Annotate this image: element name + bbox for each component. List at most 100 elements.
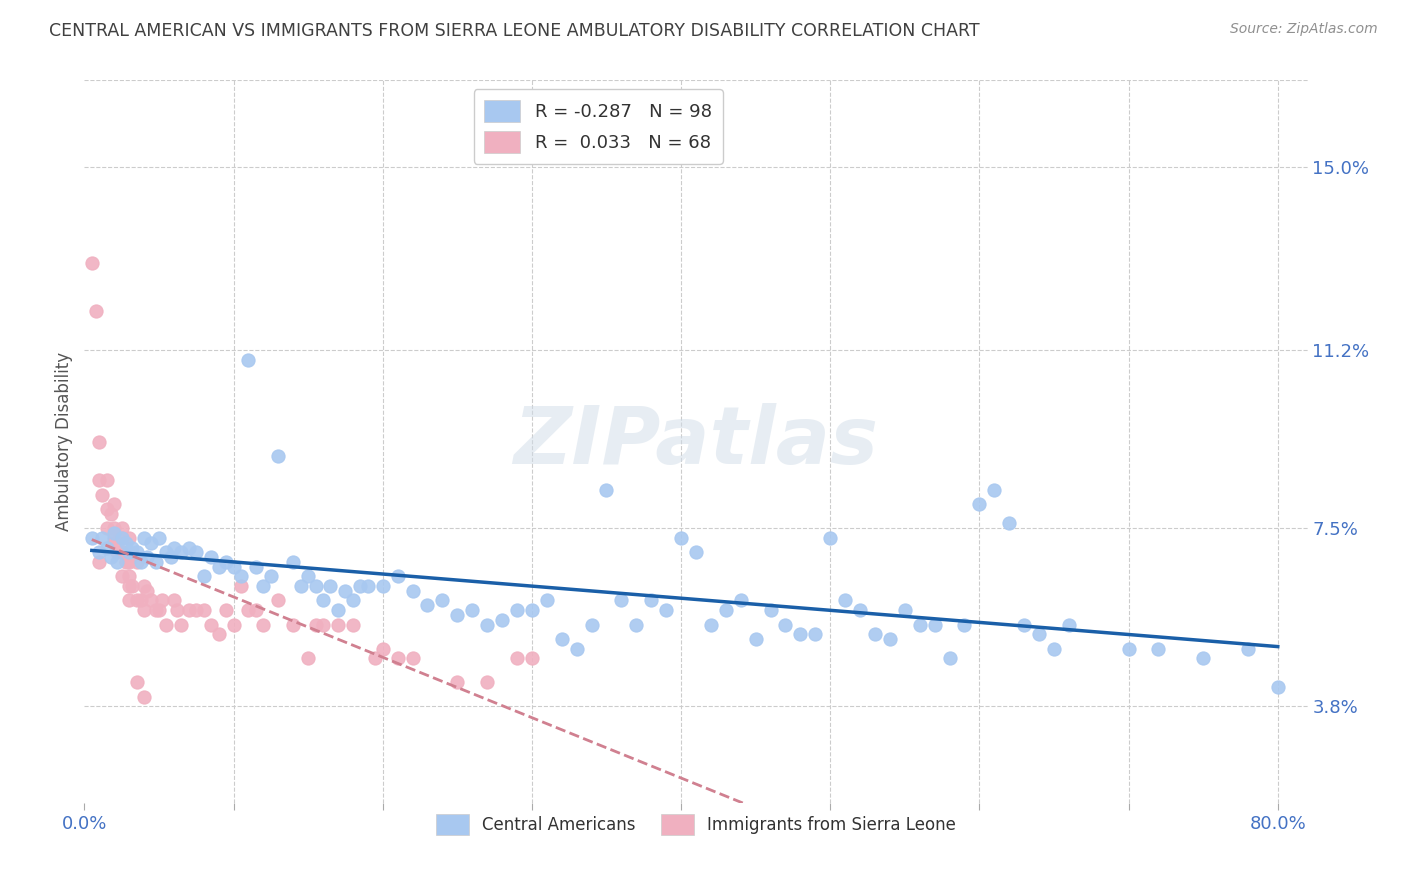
Point <box>103 497 125 511</box>
Point <box>105 545 128 559</box>
Point <box>998 516 1021 531</box>
Point <box>89 473 111 487</box>
Point <box>163 541 186 555</box>
Point <box>215 603 238 617</box>
Point <box>669 531 692 545</box>
Point <box>222 617 245 632</box>
Point <box>200 550 222 565</box>
Point <box>252 617 274 632</box>
Point <box>229 579 252 593</box>
Point <box>319 579 342 593</box>
Point <box>238 352 260 367</box>
Point <box>744 632 766 646</box>
Point <box>125 545 148 559</box>
Point <box>1028 627 1050 641</box>
Point <box>834 593 856 607</box>
Point <box>91 531 114 545</box>
Point <box>1043 641 1066 656</box>
Point <box>132 579 155 593</box>
Point <box>91 487 114 501</box>
Point <box>655 603 678 617</box>
Point <box>89 434 111 449</box>
Text: CENTRAL AMERICAN VS IMMIGRANTS FROM SIERRA LEONE AMBULATORY DISABILITY CORRELATI: CENTRAL AMERICAN VS IMMIGRANTS FROM SIER… <box>49 22 980 40</box>
Point <box>118 579 141 593</box>
Point <box>387 569 409 583</box>
Point <box>1147 641 1170 656</box>
Point <box>312 617 335 632</box>
Point <box>953 617 976 632</box>
Point <box>446 675 468 690</box>
Point <box>111 531 134 545</box>
Point <box>312 593 335 607</box>
Point <box>342 617 364 632</box>
Point <box>111 545 134 559</box>
Point <box>200 617 222 632</box>
Point <box>581 617 603 632</box>
Point <box>121 541 143 555</box>
Point <box>640 593 662 607</box>
Point <box>326 603 349 617</box>
Point <box>297 569 319 583</box>
Point <box>136 550 159 565</box>
Point <box>730 593 752 607</box>
Point <box>215 555 238 569</box>
Point <box>685 545 707 559</box>
Point <box>387 651 409 665</box>
Point <box>186 545 208 559</box>
Point <box>155 545 177 559</box>
Point <box>105 555 128 569</box>
Point <box>118 555 141 569</box>
Point <box>304 579 326 593</box>
Point <box>177 603 200 617</box>
Point <box>1237 641 1260 656</box>
Point <box>506 651 529 665</box>
Point <box>818 531 841 545</box>
Point <box>129 593 152 607</box>
Point <box>222 559 245 574</box>
Point <box>894 603 917 617</box>
Point <box>103 521 125 535</box>
Point <box>775 617 797 632</box>
Point <box>1267 680 1289 694</box>
Point <box>129 555 152 569</box>
Point <box>238 603 260 617</box>
Point <box>938 651 960 665</box>
Point <box>416 599 439 613</box>
Point <box>304 617 326 632</box>
Point <box>245 603 267 617</box>
Point <box>849 603 872 617</box>
Point <box>125 675 148 690</box>
Point <box>863 627 886 641</box>
Point <box>141 535 163 549</box>
Point <box>551 632 574 646</box>
Point <box>118 593 141 607</box>
Point <box>290 579 312 593</box>
Point <box>969 497 991 511</box>
Point <box>170 617 193 632</box>
Point <box>111 521 134 535</box>
Point <box>166 603 188 617</box>
Point <box>160 550 183 565</box>
Point <box>283 555 305 569</box>
Point <box>186 603 208 617</box>
Point <box>475 675 498 690</box>
Point <box>141 593 163 607</box>
Point <box>260 569 283 583</box>
Point <box>145 555 167 569</box>
Point <box>1012 617 1035 632</box>
Point <box>103 531 125 545</box>
Point <box>804 627 827 641</box>
Point <box>506 603 529 617</box>
Point <box>155 617 177 632</box>
Point <box>100 507 122 521</box>
Point <box>96 473 118 487</box>
Point <box>879 632 901 646</box>
Point <box>267 449 290 463</box>
Point <box>132 603 155 617</box>
Point <box>267 593 290 607</box>
Point <box>357 579 380 593</box>
Point <box>100 550 122 565</box>
Point <box>1192 651 1215 665</box>
Point <box>136 583 159 598</box>
Point <box>96 502 118 516</box>
